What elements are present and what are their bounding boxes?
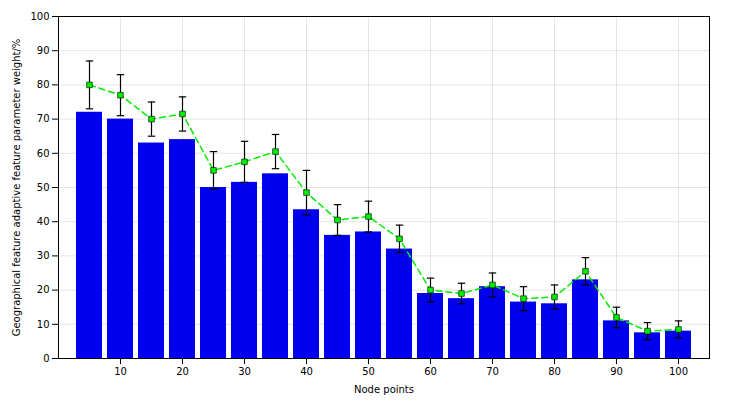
svg-text:80: 80 — [548, 366, 561, 377]
svg-text:70: 70 — [486, 366, 499, 377]
svg-text:100: 100 — [30, 11, 49, 22]
svg-text:100: 100 — [669, 366, 688, 377]
svg-text:70: 70 — [37, 113, 50, 124]
svg-text:60: 60 — [424, 366, 437, 377]
svg-text:30: 30 — [238, 366, 251, 377]
svg-text:60: 60 — [37, 148, 50, 159]
svg-text:40: 40 — [37, 216, 50, 227]
svg-text:50: 50 — [362, 366, 375, 377]
svg-text:10: 10 — [37, 319, 50, 330]
svg-text:30: 30 — [37, 250, 50, 261]
svg-text:90: 90 — [610, 366, 623, 377]
svg-text:20: 20 — [176, 366, 189, 377]
svg-text:40: 40 — [300, 366, 313, 377]
svg-text:50: 50 — [37, 182, 50, 193]
svg-text:80: 80 — [37, 79, 50, 90]
svg-text:20: 20 — [37, 284, 50, 295]
svg-text:10: 10 — [114, 366, 127, 377]
svg-text:Node points: Node points — [354, 384, 414, 395]
svg-text:0: 0 — [43, 353, 49, 364]
svg-text:Geographical feature adaptive: Geographical feature adaptive feature pa… — [11, 39, 22, 337]
svg-text:90: 90 — [37, 45, 50, 56]
